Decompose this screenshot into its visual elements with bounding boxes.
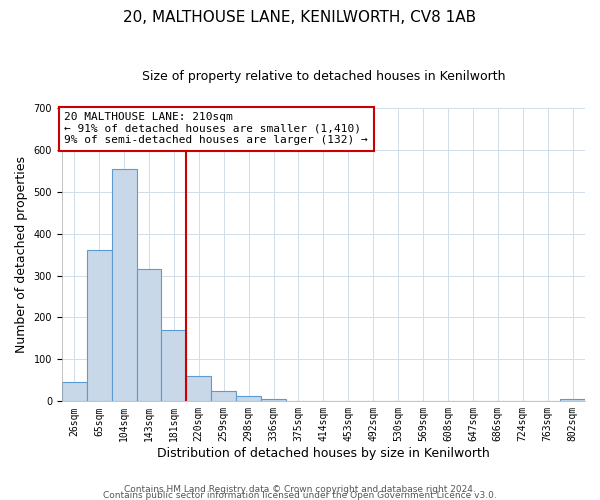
Bar — [137, 269, 161, 402]
Bar — [187, 376, 211, 402]
Y-axis label: Number of detached properties: Number of detached properties — [15, 156, 28, 353]
Title: Size of property relative to detached houses in Kenilworth: Size of property relative to detached ho… — [142, 70, 505, 83]
Bar — [161, 330, 187, 402]
Bar — [86, 250, 112, 402]
Bar — [211, 391, 236, 402]
Bar — [560, 399, 585, 402]
Text: Contains HM Land Registry data © Crown copyright and database right 2024.: Contains HM Land Registry data © Crown c… — [124, 484, 476, 494]
Bar — [62, 382, 86, 402]
Bar — [112, 168, 137, 402]
Text: Contains public sector information licensed under the Open Government Licence v3: Contains public sector information licen… — [103, 490, 497, 500]
X-axis label: Distribution of detached houses by size in Kenilworth: Distribution of detached houses by size … — [157, 447, 490, 460]
Bar — [236, 396, 261, 402]
Text: 20, MALTHOUSE LANE, KENILWORTH, CV8 1AB: 20, MALTHOUSE LANE, KENILWORTH, CV8 1AB — [124, 10, 476, 25]
Text: 20 MALTHOUSE LANE: 210sqm
← 91% of detached houses are smaller (1,410)
9% of sem: 20 MALTHOUSE LANE: 210sqm ← 91% of detac… — [64, 112, 368, 146]
Bar — [261, 399, 286, 402]
